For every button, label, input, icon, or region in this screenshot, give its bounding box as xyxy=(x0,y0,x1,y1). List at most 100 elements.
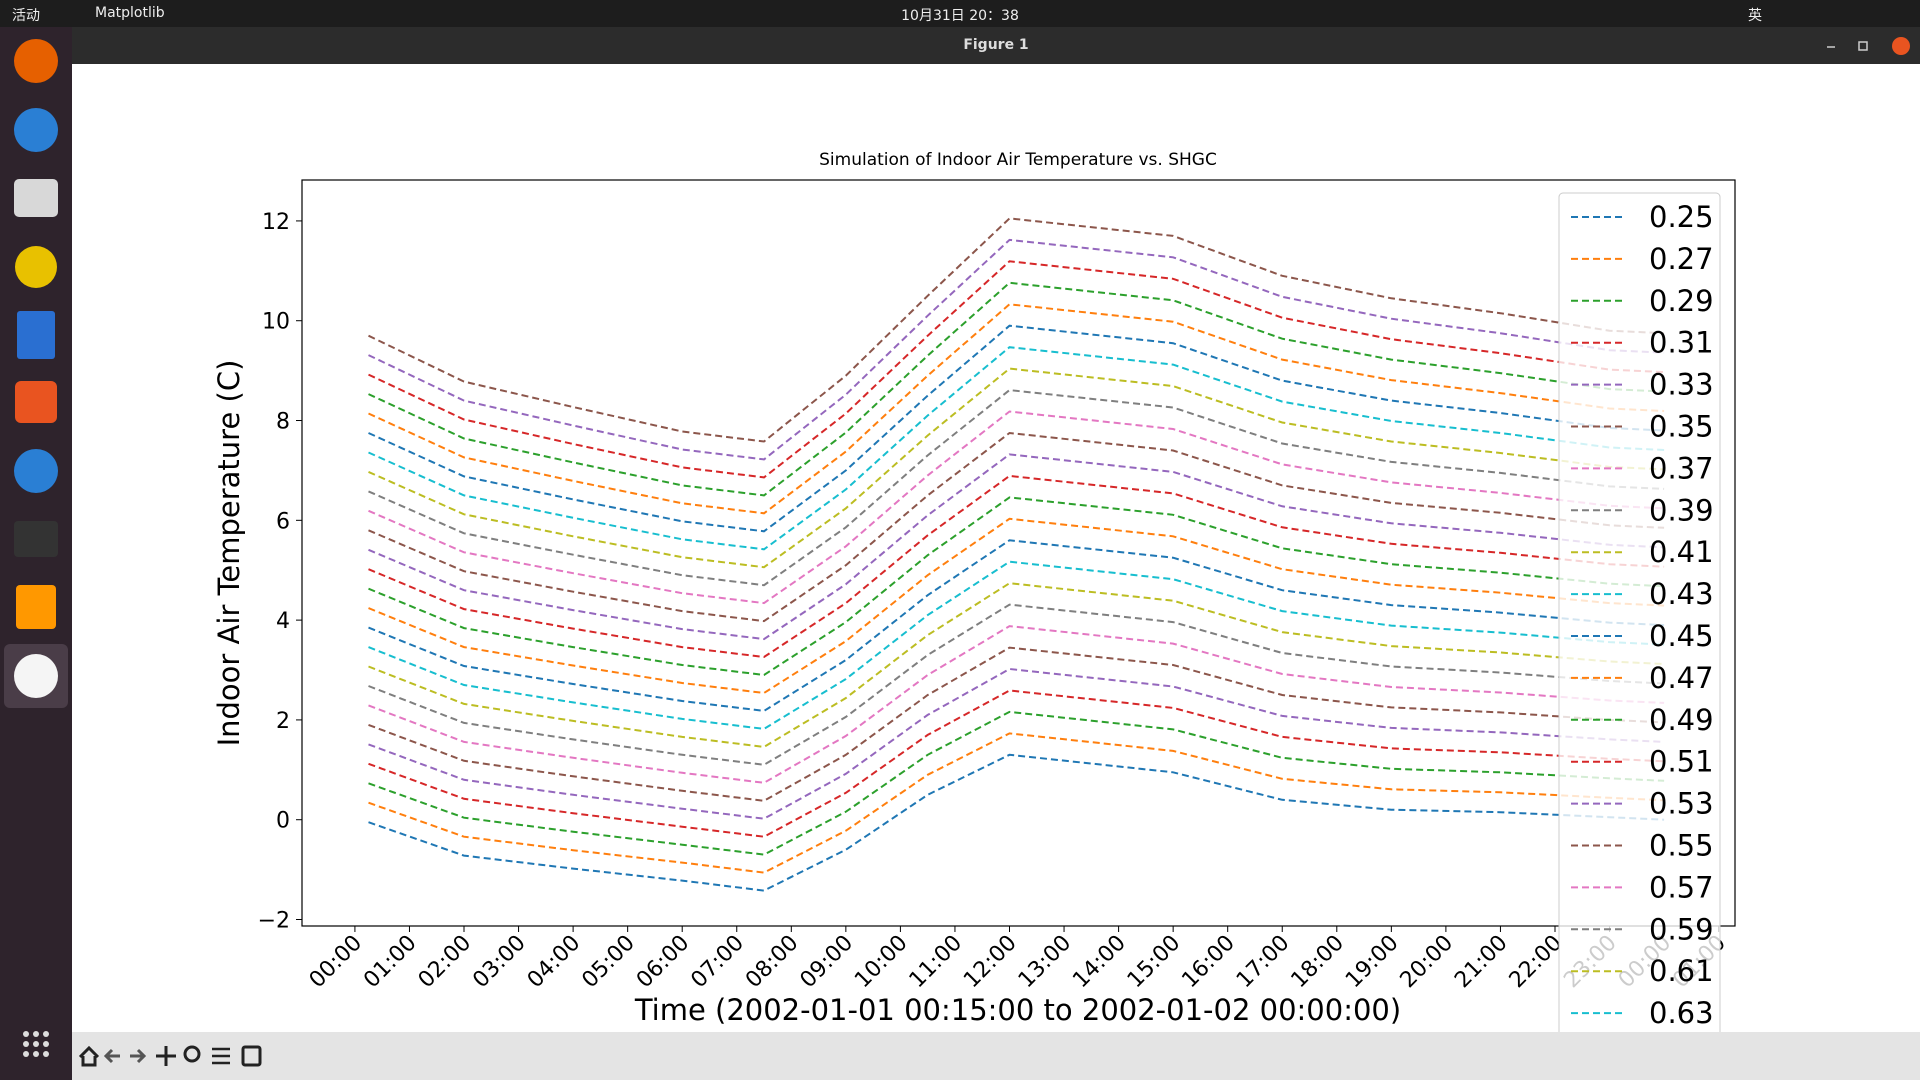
y-tick-label: −2 xyxy=(258,909,290,934)
x-tick-label: 05:00 xyxy=(577,931,640,994)
legend: 0.25 0.27 0.29 0.31 0.33 0.35 0.37 0.39 0.41 0.43… xyxy=(1558,192,1721,1032)
series-line xyxy=(368,431,1665,623)
x-tick-label: 16:00 xyxy=(1177,931,1240,994)
zoom-button[interactable] xyxy=(183,1045,201,1063)
clock[interactable]: 10月31日 20：38 xyxy=(901,8,1019,24)
legend-label: 0.55 xyxy=(1649,829,1714,863)
series-line xyxy=(368,346,1665,551)
series-line xyxy=(368,625,1665,784)
series-line xyxy=(368,560,1665,730)
series-line xyxy=(368,646,1665,802)
legend-label: 0.59 xyxy=(1649,912,1714,946)
x-tick-label: 14:00 xyxy=(1068,931,1131,994)
x-tick-label: 07:00 xyxy=(686,931,749,994)
x-tick-label: 00:00 xyxy=(305,931,368,994)
terminal-icon[interactable] xyxy=(14,521,58,557)
series-line xyxy=(368,410,1665,605)
x-tick-label: 15:00 xyxy=(1123,931,1186,994)
x-tick-label: 19:00 xyxy=(1341,931,1404,994)
x-tick-label: 21:00 xyxy=(1450,931,1513,994)
series-line xyxy=(368,324,1665,533)
home-button[interactable] xyxy=(78,1045,100,1067)
legend-label: 0.53 xyxy=(1649,787,1714,821)
sublime-icon[interactable] xyxy=(16,585,56,629)
x-tick-label: 01:00 xyxy=(359,931,422,994)
series-line xyxy=(368,303,1665,515)
x-axis-label: Time (2002-01-01 00:15:00 to 2002-01-02 … xyxy=(634,993,1401,1027)
legend-label: 0.37 xyxy=(1649,451,1714,485)
y-tick-label: 0 xyxy=(276,809,290,834)
series-line xyxy=(368,367,1665,569)
activities-button[interactable]: 活动 xyxy=(12,8,40,24)
dock xyxy=(0,27,72,1080)
chart-title: Simulation of Indoor Air Temperature vs.… xyxy=(819,150,1217,170)
input-method[interactable]: 英 xyxy=(1748,8,1762,24)
legend-label: 0.31 xyxy=(1649,326,1714,360)
legend-label: 0.41 xyxy=(1649,535,1714,569)
toolbar xyxy=(72,1032,1920,1080)
series-line xyxy=(368,753,1665,892)
series-line xyxy=(368,238,1665,461)
y-tick-label: 8 xyxy=(276,410,290,435)
legend-label: 0.49 xyxy=(1649,703,1714,737)
legend-label: 0.43 xyxy=(1649,577,1714,611)
maximize-button[interactable] xyxy=(1858,41,1868,51)
dock-icons xyxy=(4,39,68,1057)
firefox-icon[interactable] xyxy=(14,39,58,83)
x-tick-label: 09:00 xyxy=(796,931,859,994)
x-tick-label: 04:00 xyxy=(523,931,586,994)
legend-label: 0.27 xyxy=(1649,242,1714,276)
legend-label: 0.57 xyxy=(1649,870,1714,904)
software-icon[interactable] xyxy=(15,381,57,423)
legend-label: 0.63 xyxy=(1649,996,1714,1030)
series-line xyxy=(368,667,1665,820)
series-line xyxy=(368,517,1665,695)
y-tick-label: 12 xyxy=(262,210,290,235)
y-tick-label: 6 xyxy=(276,509,290,534)
save-button[interactable] xyxy=(241,1045,262,1067)
window-controls xyxy=(1827,37,1910,55)
thunderbird-icon[interactable] xyxy=(14,108,58,152)
axes-frame xyxy=(301,179,1736,927)
series-line xyxy=(368,539,1665,712)
legend-box xyxy=(1558,192,1721,1032)
legend-label: 0.33 xyxy=(1649,368,1714,402)
series-line xyxy=(368,689,1665,838)
x-tick-label: 02:00 xyxy=(414,931,477,994)
window-title-bar: Figure 1 xyxy=(72,27,1920,64)
x-tick-label: 10:00 xyxy=(850,931,913,994)
x-tick-label: 17:00 xyxy=(1232,931,1295,994)
matplotlib-icon[interactable] xyxy=(14,654,58,698)
show-apps-button[interactable] xyxy=(23,1031,49,1057)
series-line xyxy=(368,281,1665,497)
writer-icon[interactable] xyxy=(17,311,55,359)
top-bar: 活动 Matplotlib 10月31日 20：38 英 xyxy=(0,0,1920,27)
help-icon[interactable] xyxy=(14,449,58,493)
series-line xyxy=(368,389,1665,587)
legend-label: 0.39 xyxy=(1649,493,1714,527)
files-icon[interactable] xyxy=(14,179,58,217)
back-button[interactable] xyxy=(103,1048,120,1064)
legend-label: 0.29 xyxy=(1649,284,1714,318)
configure-button[interactable] xyxy=(212,1047,230,1065)
series-line xyxy=(368,474,1665,659)
x-tick-label: 06:00 xyxy=(632,931,695,994)
rhythmbox-icon[interactable] xyxy=(15,246,57,288)
window-title: Figure 1 xyxy=(963,37,1029,53)
forward-button[interactable] xyxy=(130,1048,147,1064)
close-button[interactable] xyxy=(1892,37,1910,55)
series-line xyxy=(368,217,1665,443)
series-line xyxy=(368,603,1665,766)
legend-label: 0.25 xyxy=(1649,200,1714,234)
x-tick-label: 20:00 xyxy=(1396,931,1459,994)
y-axis-label: Indoor Air Temperature (C) xyxy=(212,360,246,747)
x-tick-label: 22:00 xyxy=(1505,931,1568,994)
series-line xyxy=(368,260,1665,479)
y-tick-label: 4 xyxy=(276,609,290,634)
app-menu[interactable]: Matplotlib xyxy=(95,5,165,21)
series-line xyxy=(368,453,1665,641)
series-line xyxy=(368,710,1665,856)
legend-label: 0.45 xyxy=(1649,619,1714,653)
pan-button[interactable] xyxy=(156,1046,176,1066)
